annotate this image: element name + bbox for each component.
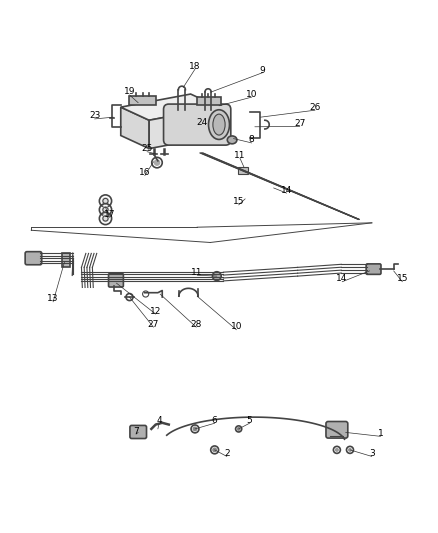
Text: 27: 27 bbox=[148, 320, 159, 329]
Text: 15: 15 bbox=[233, 197, 244, 206]
Text: 14: 14 bbox=[336, 274, 348, 283]
FancyBboxPatch shape bbox=[163, 104, 231, 145]
Text: 17: 17 bbox=[104, 209, 116, 219]
Text: 26: 26 bbox=[309, 103, 321, 111]
Bar bbox=[130, 96, 155, 105]
Text: 9: 9 bbox=[260, 66, 265, 75]
Text: 12: 12 bbox=[150, 306, 161, 316]
Text: 14: 14 bbox=[281, 185, 292, 195]
Text: 11: 11 bbox=[191, 268, 203, 277]
Text: 8: 8 bbox=[249, 135, 254, 144]
Text: 3: 3 bbox=[369, 449, 374, 458]
FancyBboxPatch shape bbox=[25, 252, 42, 265]
Text: 13: 13 bbox=[47, 294, 59, 303]
Circle shape bbox=[336, 449, 338, 451]
Polygon shape bbox=[121, 94, 219, 120]
Bar bbox=[62, 253, 70, 266]
Text: 19: 19 bbox=[124, 87, 135, 96]
Text: 4: 4 bbox=[156, 416, 162, 425]
Circle shape bbox=[102, 206, 110, 214]
FancyBboxPatch shape bbox=[109, 273, 124, 287]
Text: 1: 1 bbox=[378, 429, 383, 438]
Text: 23: 23 bbox=[89, 111, 100, 120]
Polygon shape bbox=[121, 107, 149, 149]
Bar bbox=[197, 97, 221, 105]
Ellipse shape bbox=[208, 110, 230, 140]
Ellipse shape bbox=[227, 136, 237, 144]
Text: 27: 27 bbox=[294, 119, 305, 128]
Circle shape bbox=[349, 449, 351, 451]
FancyBboxPatch shape bbox=[130, 425, 147, 439]
Text: 18: 18 bbox=[189, 62, 201, 71]
Circle shape bbox=[237, 427, 240, 430]
Ellipse shape bbox=[212, 272, 221, 280]
Text: 5: 5 bbox=[247, 416, 252, 425]
Text: 15: 15 bbox=[397, 274, 408, 283]
Text: 16: 16 bbox=[139, 168, 151, 177]
Text: 7: 7 bbox=[133, 426, 139, 435]
Ellipse shape bbox=[213, 114, 225, 135]
Circle shape bbox=[102, 197, 110, 205]
Text: 10: 10 bbox=[231, 322, 242, 331]
Text: 10: 10 bbox=[246, 90, 258, 99]
Circle shape bbox=[102, 215, 110, 222]
FancyBboxPatch shape bbox=[366, 264, 381, 274]
Polygon shape bbox=[149, 107, 219, 149]
Text: 24: 24 bbox=[196, 118, 207, 127]
Bar bbox=[238, 167, 248, 174]
Text: 28: 28 bbox=[191, 320, 202, 329]
Circle shape bbox=[193, 427, 197, 431]
Circle shape bbox=[213, 448, 216, 451]
Text: 25: 25 bbox=[141, 144, 153, 153]
FancyBboxPatch shape bbox=[326, 422, 348, 438]
Text: 11: 11 bbox=[234, 151, 246, 160]
Text: 2: 2 bbox=[224, 449, 230, 458]
Circle shape bbox=[154, 160, 159, 165]
Text: 6: 6 bbox=[212, 416, 218, 425]
